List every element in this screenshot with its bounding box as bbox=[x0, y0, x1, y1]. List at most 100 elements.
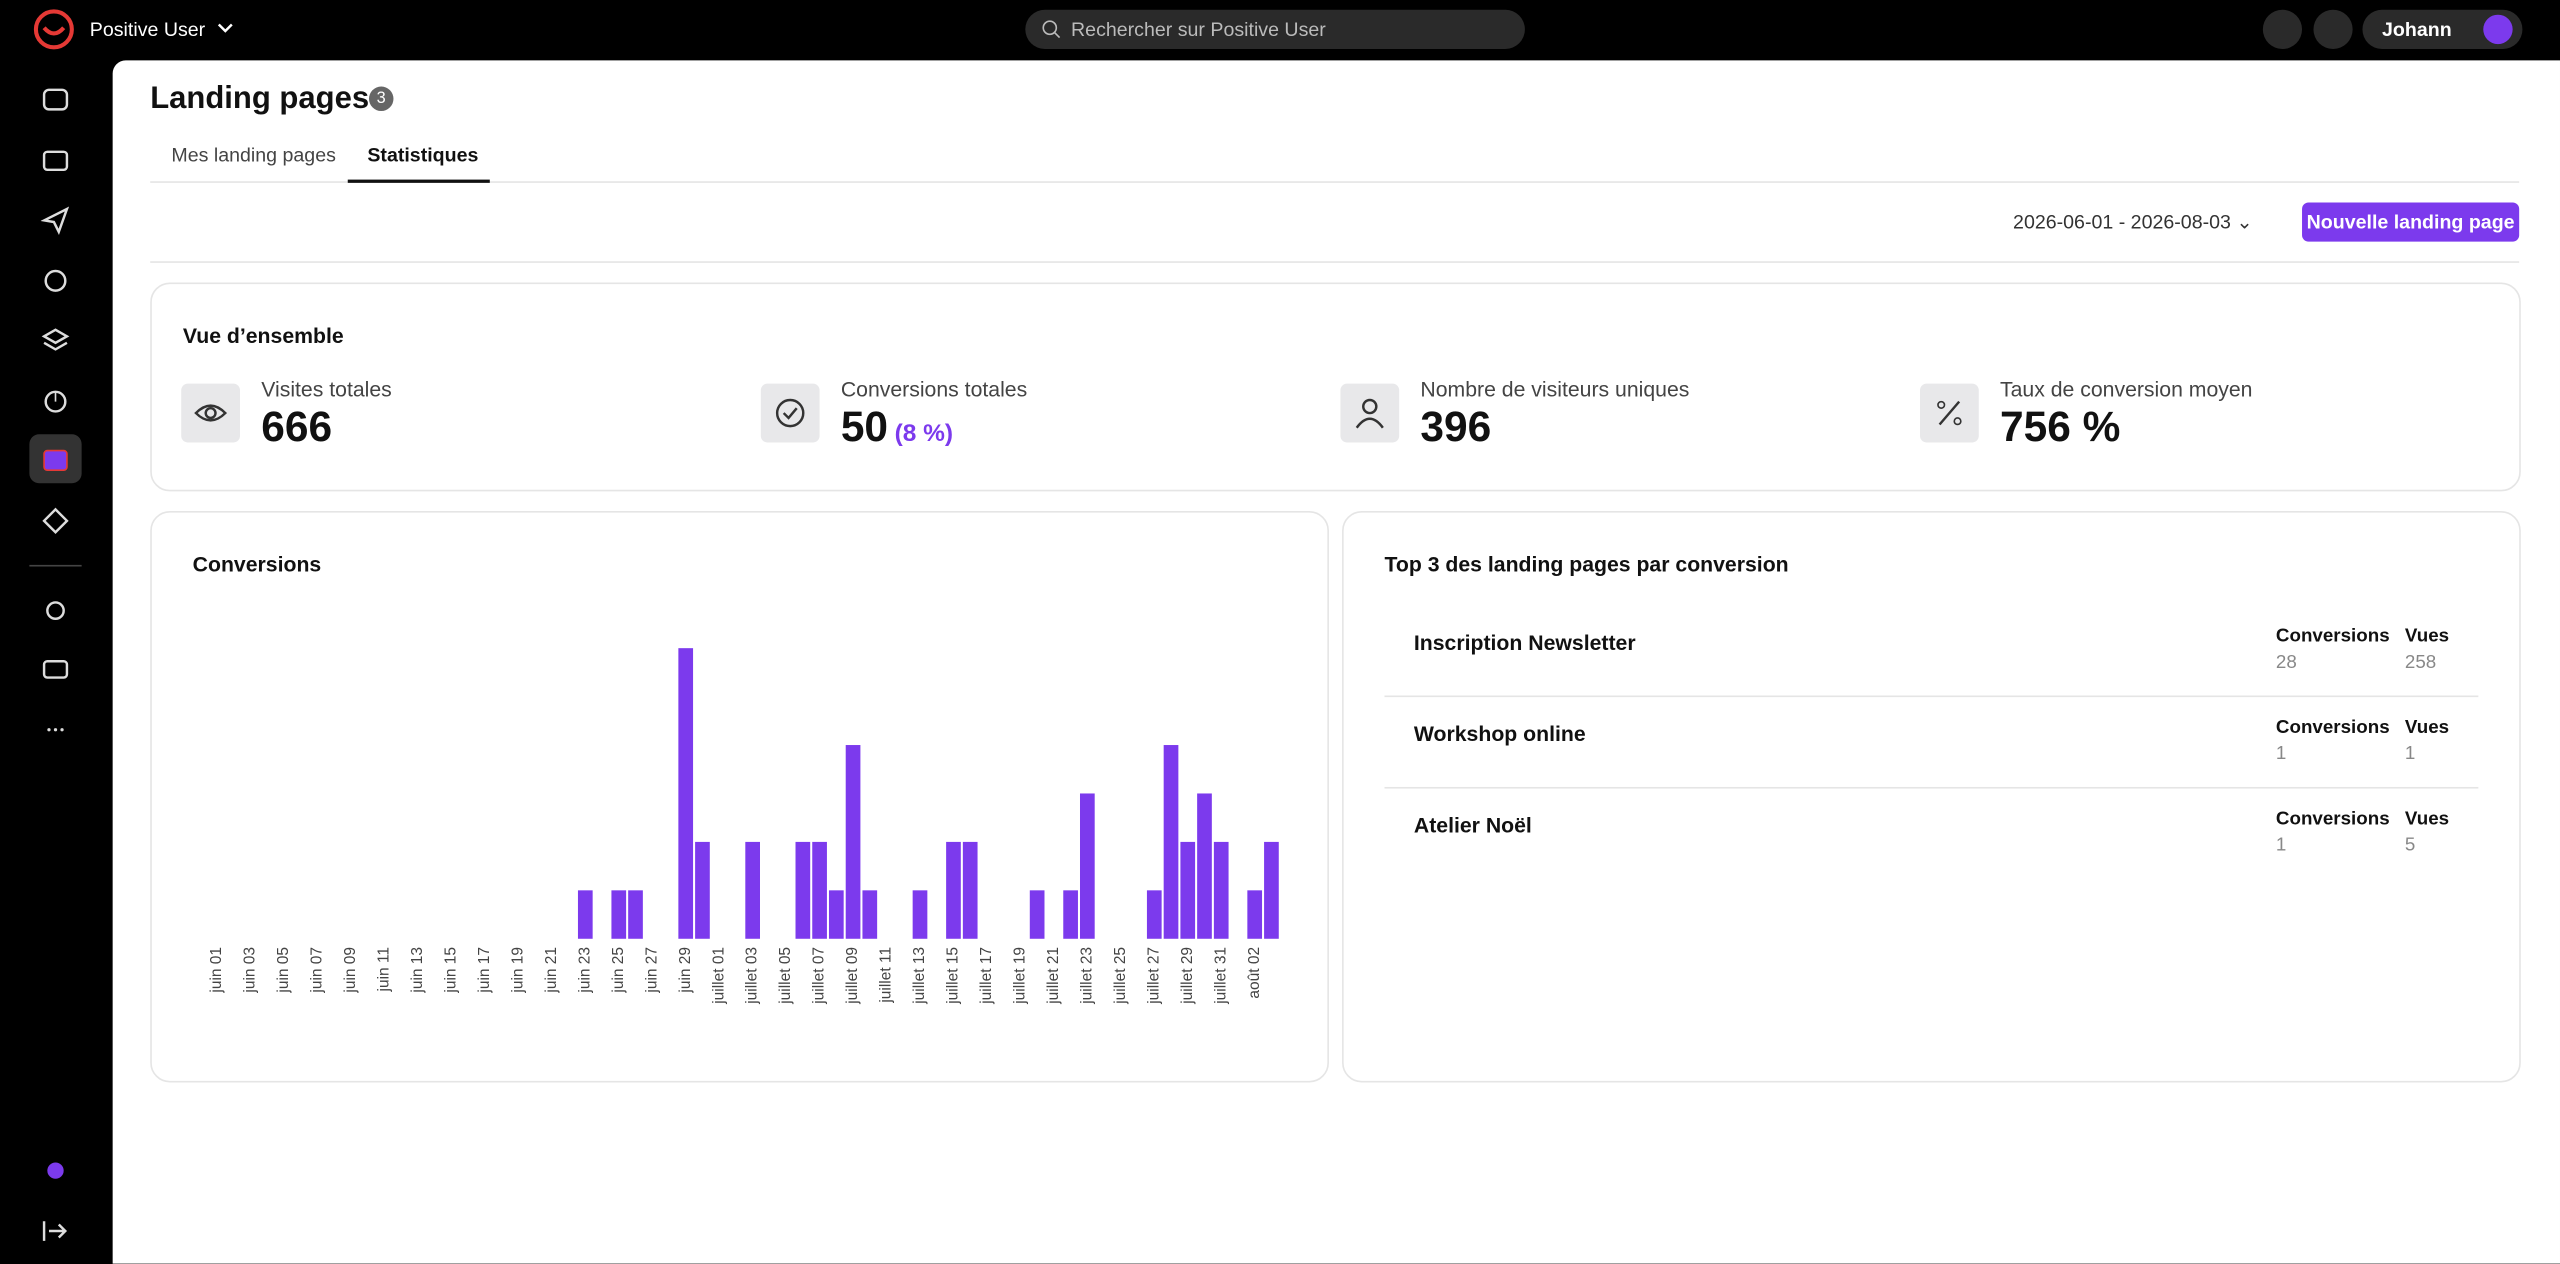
search-placeholder: Rechercher sur Positive User bbox=[1071, 17, 1326, 41]
bar bbox=[678, 648, 694, 939]
column-header: Vues bbox=[2404, 809, 2450, 830]
x-tick-label: juin 09 bbox=[342, 947, 359, 994]
bar bbox=[1180, 841, 1196, 939]
x-tick-label: juillet 07 bbox=[811, 947, 828, 1005]
x-tick-label: juillet 17 bbox=[978, 947, 995, 1005]
bar bbox=[1247, 890, 1263, 939]
brand-caret[interactable] bbox=[216, 20, 236, 36]
x-tick-label: juillet 13 bbox=[911, 947, 928, 1005]
brand[interactable]: Positive User bbox=[89, 17, 206, 41]
x-tick-label: juillet 23 bbox=[1078, 947, 1095, 1005]
x-tick-label: août 02 bbox=[1246, 947, 1263, 999]
x-tick-label: juin 07 bbox=[309, 947, 326, 994]
conversions: 1 bbox=[2275, 835, 2287, 856]
bar bbox=[1264, 841, 1279, 939]
bar bbox=[862, 890, 878, 939]
user-name: Johann bbox=[2382, 17, 2452, 41]
x-tick-label: juillet 15 bbox=[945, 947, 962, 1005]
x-tick-label: juillet 29 bbox=[1179, 947, 1196, 1005]
logout[interactable] bbox=[41, 1216, 70, 1245]
stat-value: 666 bbox=[261, 401, 333, 451]
stat-icon bbox=[1919, 383, 1979, 443]
tab-active[interactable]: Statistiques bbox=[367, 143, 479, 167]
bar bbox=[611, 890, 627, 939]
nav-icon[interactable] bbox=[41, 85, 70, 114]
icon bbox=[1937, 400, 1962, 426]
stat-label: Nombre de visiteurs uniques bbox=[1420, 377, 1690, 402]
stat-label: Conversions totales bbox=[840, 377, 1028, 402]
views: 5 bbox=[2404, 835, 2416, 856]
x-tick-label: juillet 05 bbox=[777, 947, 794, 1005]
x-tick-label: juin 19 bbox=[509, 947, 526, 994]
bar bbox=[812, 841, 827, 939]
bar bbox=[1146, 890, 1162, 939]
stat-value: 756 % bbox=[1999, 401, 2121, 451]
x-tick-label: juin 25 bbox=[610, 947, 627, 994]
nav-icon[interactable] bbox=[41, 145, 70, 174]
column-header: Conversions bbox=[2275, 809, 2390, 830]
x-tick-label: juin 05 bbox=[275, 947, 292, 994]
nav-icon[interactable] bbox=[41, 387, 70, 416]
tab[interactable]: Mes landing pages bbox=[171, 143, 336, 167]
user-menu[interactable]: Johann bbox=[2362, 9, 2523, 49]
new-button[interactable]: Nouvelle landing page bbox=[2302, 202, 2520, 242]
nav-icon[interactable] bbox=[40, 206, 70, 235]
x-tick-label: juin 13 bbox=[409, 947, 426, 994]
stat-icon bbox=[760, 383, 820, 443]
nav-icon[interactable] bbox=[41, 596, 70, 625]
column-header: Vues bbox=[2404, 718, 2450, 738]
x-tick-label: juin 17 bbox=[476, 947, 493, 994]
nav-icon[interactable] bbox=[41, 1156, 70, 1185]
x-tick-label: juillet 03 bbox=[744, 947, 761, 1005]
overview-card bbox=[150, 282, 2521, 492]
table-row: Atelier Noël Conversions 1 Vues 5 bbox=[1384, 789, 2478, 879]
tab-indicator bbox=[347, 179, 490, 183]
icon bbox=[194, 404, 228, 422]
x-tick-label: juin 03 bbox=[242, 947, 259, 994]
bar bbox=[962, 841, 978, 939]
logo bbox=[33, 9, 74, 50]
x-tick-label: juin 29 bbox=[677, 947, 694, 994]
x-tick-label: juin 23 bbox=[576, 947, 593, 994]
x-tick-label: juillet 11 bbox=[878, 947, 895, 1004]
bar bbox=[795, 841, 811, 939]
nav-more[interactable] bbox=[41, 715, 70, 744]
divider bbox=[150, 261, 2520, 263]
nav-icon[interactable] bbox=[41, 446, 70, 475]
row-name: Inscription Newsletter bbox=[1413, 630, 1636, 655]
x-tick-label: juillet 01 bbox=[710, 947, 727, 1005]
bar bbox=[1197, 793, 1212, 939]
x-tick-label: juillet 31 bbox=[1212, 947, 1229, 1005]
row-name: Atelier Noël bbox=[1413, 813, 1532, 838]
icon bbox=[775, 398, 805, 428]
bar bbox=[577, 890, 593, 939]
bar bbox=[1079, 793, 1095, 939]
search-box[interactable]: Rechercher sur Positive User bbox=[1025, 9, 1525, 49]
table-row: Inscription Newsletter Conversions 28 Vues 2… bbox=[1384, 606, 2479, 698]
x-tick-label: juin 15 bbox=[443, 947, 460, 994]
bar bbox=[946, 841, 961, 939]
notifications-button[interactable] bbox=[2313, 9, 2353, 49]
table-row: Workshop online Conversions 1 Vues 1 bbox=[1384, 697, 2479, 789]
stat-icon bbox=[181, 383, 240, 443]
bar bbox=[1213, 841, 1229, 939]
nav-icon[interactable] bbox=[41, 327, 70, 356]
stat-value: 396 bbox=[1420, 401, 1492, 451]
date-range[interactable]: 2026-06-01 - 2026-08-03 ⌄ bbox=[2013, 210, 2253, 234]
chart-title: Conversions bbox=[192, 551, 322, 577]
help-button[interactable] bbox=[2262, 9, 2303, 49]
nav-icon[interactable] bbox=[41, 656, 70, 685]
avatar bbox=[2483, 14, 2513, 45]
bar bbox=[628, 890, 643, 939]
bar bbox=[912, 890, 928, 939]
stat-value: 50 bbox=[840, 401, 889, 451]
conversions: 28 bbox=[2275, 653, 2297, 673]
page-title: Landing pages bbox=[150, 81, 370, 116]
top-title: Top 3 des landing pages par conversion bbox=[1384, 551, 1789, 577]
bar bbox=[1063, 890, 1078, 939]
nav-icon[interactable] bbox=[41, 506, 70, 535]
nav-icon[interactable] bbox=[41, 266, 70, 295]
chart: juin 01 juin 03 juin 05 juin 07 juin 09 juin … bbox=[208, 648, 1279, 1005]
stat-value-row: 50 (8 %) bbox=[841, 402, 953, 453]
